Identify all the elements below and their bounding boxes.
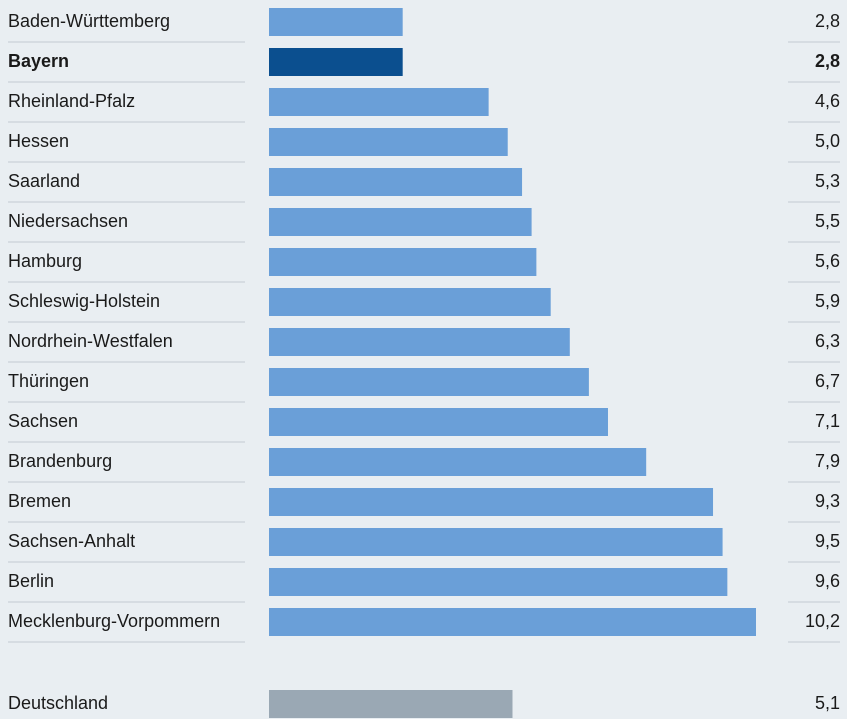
category-label: Berlin [8, 571, 54, 591]
category-label: Hessen [8, 131, 69, 151]
bar [269, 690, 513, 718]
bar [269, 88, 489, 116]
category-label: Bremen [8, 491, 71, 511]
value-label: 9,5 [815, 531, 840, 551]
value-label: 4,6 [815, 91, 840, 111]
value-label: 10,2 [805, 611, 840, 631]
bar [269, 168, 523, 196]
category-label: Deutschland [8, 693, 108, 713]
bar [269, 608, 756, 636]
value-label: 6,7 [815, 371, 840, 391]
bar [269, 568, 728, 596]
bar [269, 528, 723, 556]
value-label: 9,3 [815, 491, 840, 511]
category-label: Bayern [8, 51, 69, 71]
category-label: Rheinland-Pfalz [8, 91, 135, 111]
category-label: Hamburg [8, 251, 82, 271]
category-label: Sachsen-Anhalt [8, 531, 135, 551]
value-label: 7,1 [815, 411, 840, 431]
bar [269, 368, 589, 396]
category-label: Nordrhein-Westfalen [8, 331, 173, 351]
category-label: Mecklenburg-Vorpommern [8, 611, 220, 631]
bar [269, 448, 647, 476]
bar [269, 288, 551, 316]
value-label: 5,0 [815, 131, 840, 151]
value-label: 5,5 [815, 211, 840, 231]
category-label: Saarland [8, 171, 80, 191]
value-label: 2,8 [815, 51, 840, 71]
bar [269, 8, 403, 36]
category-label: Thüringen [8, 371, 89, 391]
value-label: 5,6 [815, 251, 840, 271]
bar [269, 208, 532, 236]
bar [269, 128, 508, 156]
bar [269, 408, 608, 436]
bar [269, 328, 570, 356]
bar [269, 248, 537, 276]
value-label: 5,9 [815, 291, 840, 311]
category-label: Brandenburg [8, 451, 112, 471]
category-label: Schleswig-Holstein [8, 291, 160, 311]
bar [269, 488, 714, 516]
value-label: 5,1 [815, 693, 840, 713]
value-label: 7,9 [815, 451, 840, 471]
value-label: 5,3 [815, 171, 840, 191]
category-label: Baden-Württemberg [8, 11, 170, 31]
value-label: 2,8 [815, 11, 840, 31]
bar [269, 48, 403, 76]
category-label: Sachsen [8, 411, 78, 431]
value-label: 9,6 [815, 571, 840, 591]
category-label: Niedersachsen [8, 211, 128, 231]
value-label: 6,3 [815, 331, 840, 351]
